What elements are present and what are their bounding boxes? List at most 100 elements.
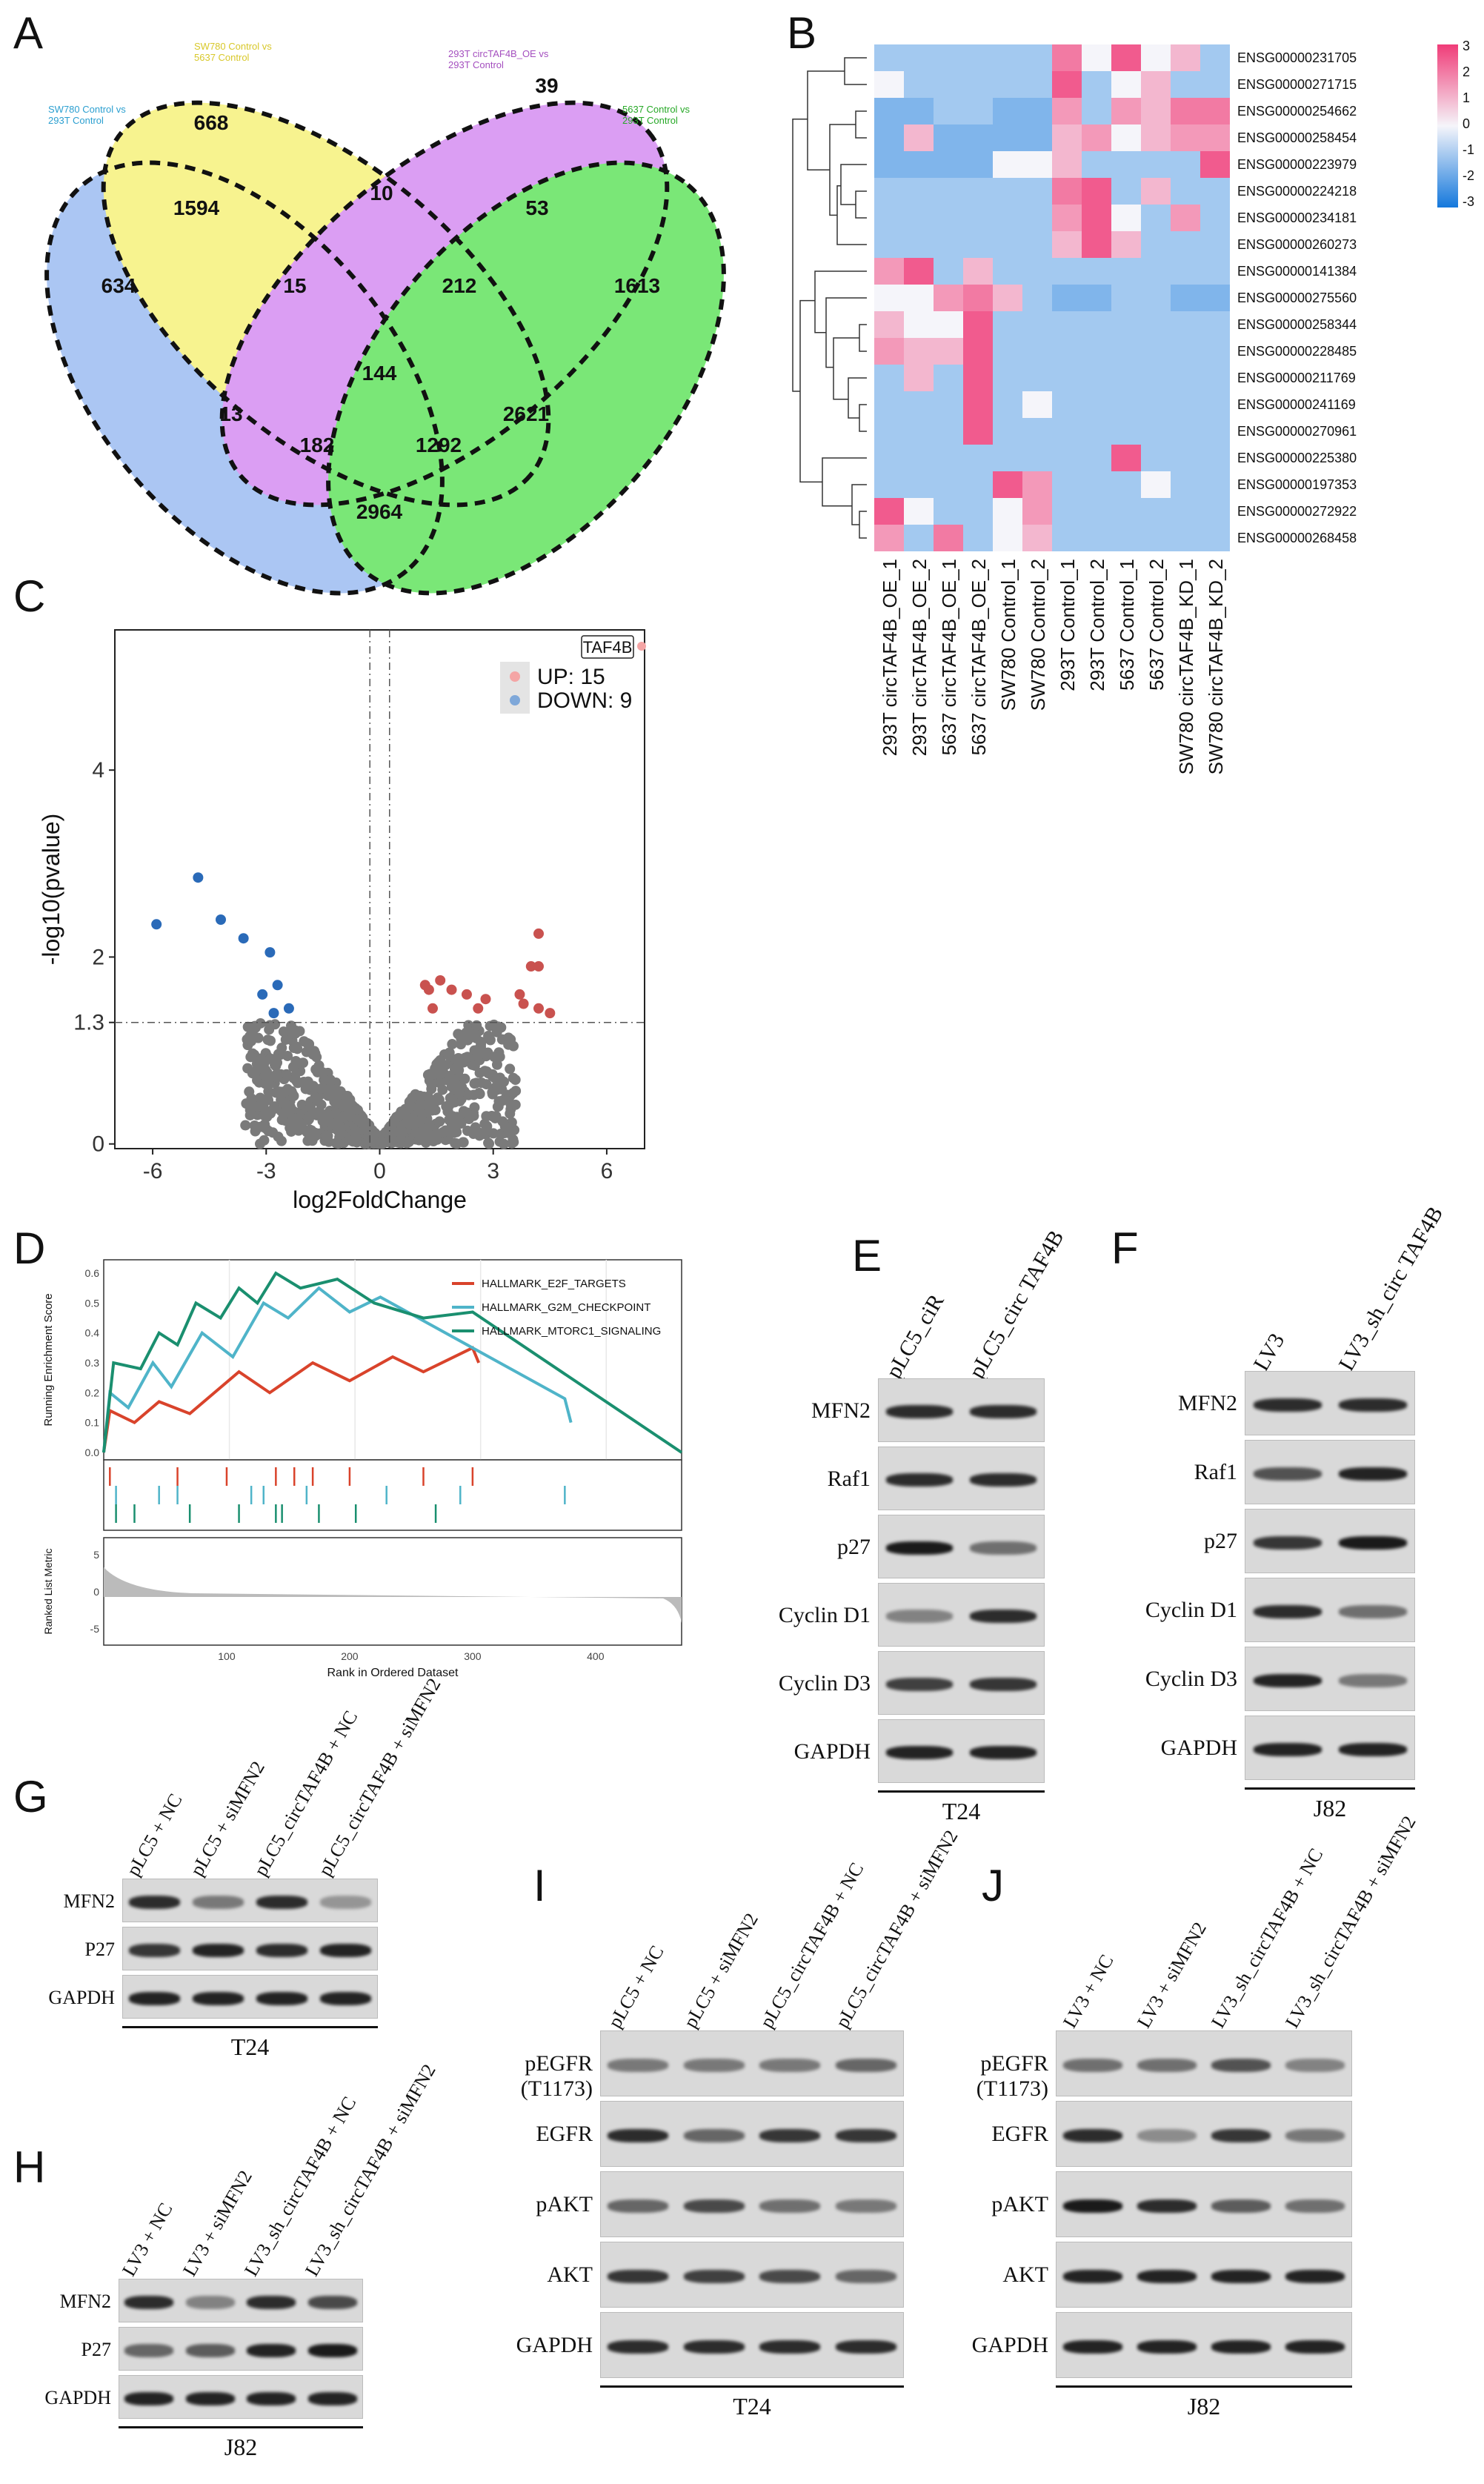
heatmap-gene-label: ENSG00000224218 — [1237, 184, 1357, 199]
underline — [119, 2426, 363, 2428]
band — [1137, 2269, 1197, 2283]
x-tick-label: -3 — [256, 1159, 276, 1183]
grey-point — [424, 1120, 435, 1132]
band — [1211, 2269, 1271, 2283]
heatmap-cell — [963, 151, 993, 178]
gsea-legend-text: HALLMARK_E2F_TARGETS — [482, 1278, 626, 1290]
heatmap-cell — [993, 285, 1022, 311]
heatmap-gene-label: ENSG00000258344 — [1237, 317, 1357, 332]
heatmap-cell — [1022, 445, 1052, 471]
dendrogram-branch — [851, 484, 867, 525]
band — [247, 2343, 296, 2357]
grey-point — [468, 1089, 479, 1100]
heatmap-cell — [1082, 285, 1111, 311]
grey-point — [498, 1138, 509, 1149]
heatmap-cell — [1171, 285, 1200, 311]
heatmap-cell — [1141, 311, 1171, 338]
heatmap-cell — [874, 391, 904, 418]
protein-label: AKT — [1002, 2262, 1048, 2287]
heatmap-cell — [1171, 205, 1200, 231]
dendrogram-branch — [829, 124, 856, 216]
x-tick-label: 3 — [487, 1159, 499, 1183]
grey-point — [242, 1021, 253, 1032]
heatmap-cell — [993, 44, 1022, 71]
dendrogram-branch — [855, 110, 867, 139]
band — [683, 2199, 745, 2213]
heatmap-cell — [904, 525, 934, 551]
heatmap-cell — [904, 471, 934, 498]
heatmap-cell — [1200, 151, 1230, 178]
band — [256, 1943, 308, 1957]
panel-label-j: J — [982, 1861, 1004, 1910]
grey-point — [326, 1083, 337, 1095]
band — [608, 2269, 669, 2283]
heatmap-cell — [1200, 71, 1230, 98]
band — [835, 2058, 896, 2072]
heatmap-cell — [1171, 151, 1200, 178]
heatmap-cell — [1141, 205, 1171, 231]
dendrogram-branch — [825, 297, 867, 368]
band — [1063, 2128, 1122, 2142]
grey-point — [491, 1059, 502, 1070]
protein-label: Cyclin D3 — [1145, 1667, 1237, 1691]
band — [247, 2391, 296, 2405]
grey-point — [478, 1129, 489, 1140]
metric-frame — [103, 1537, 682, 1646]
heatmap-cell — [904, 205, 934, 231]
venn-diagram: 634 668 39 1613 1594 10 53 15 212 144 13… — [44, 74, 726, 596]
x-tick-label: 0 — [373, 1159, 386, 1183]
heatmap-gene-label: ENSG00000254662 — [1237, 104, 1357, 119]
heatmap-cell — [963, 391, 993, 418]
heatmap-cell — [993, 498, 1022, 525]
heatmap-cell — [904, 445, 934, 471]
grey-point — [272, 1071, 283, 1082]
heatmap-cell — [1111, 151, 1141, 178]
heatmap-cell — [1052, 391, 1082, 418]
heatmap-gene-label: ENSG00000272922 — [1237, 504, 1357, 519]
heatmap-cell — [874, 71, 904, 98]
heatmap-cell — [874, 231, 904, 258]
heatmap-scale-tick: 2 — [1463, 64, 1470, 79]
heatmap-cell — [1052, 205, 1082, 231]
heatmap-cell — [993, 311, 1022, 338]
up-point — [518, 998, 529, 1009]
heatmap-cell — [963, 311, 993, 338]
band — [1137, 2128, 1197, 2142]
heatmap-gene-label: ENSG00000141384 — [1237, 264, 1357, 279]
heatmap-cell — [1022, 471, 1052, 498]
grey-point — [263, 1095, 274, 1106]
heatmap-cell — [874, 525, 904, 551]
grey-point — [299, 1036, 310, 1047]
band — [1253, 1673, 1322, 1687]
heatmap-cell — [993, 124, 1022, 151]
heatmap-cell — [963, 471, 993, 498]
heatmap-cell — [1052, 338, 1082, 365]
heatmap-cell — [1082, 258, 1111, 285]
heatmap-cell — [993, 525, 1022, 551]
up-point — [533, 961, 544, 972]
band — [1253, 1398, 1322, 1412]
heatmap-cell — [1111, 365, 1141, 391]
heatmap-cell — [1141, 525, 1171, 551]
heatmap-cell — [1200, 471, 1230, 498]
heatmap-sample-label: 293T Control_1 — [1057, 559, 1079, 691]
heatmap-cell — [934, 231, 963, 258]
venn-count: 144 — [362, 362, 397, 385]
heatmap-cell — [1141, 471, 1171, 498]
volcano-frame — [114, 629, 645, 1149]
grey-point — [482, 1068, 493, 1079]
grey-point — [278, 1026, 289, 1037]
grey-point — [481, 1111, 492, 1122]
band — [759, 2128, 821, 2142]
protein-label: MFN2 — [59, 2290, 111, 2312]
band — [124, 2295, 174, 2309]
heatmap-cell — [1200, 258, 1230, 285]
cell-line-label: J82 — [1313, 1795, 1347, 1822]
heatmap-cell — [1171, 338, 1200, 365]
heatmap-cell — [963, 44, 993, 71]
grey-point — [494, 1052, 505, 1063]
grey-point — [505, 1063, 516, 1075]
band — [307, 2391, 357, 2405]
es-axis-label: Running Enrichment Score — [42, 1293, 55, 1426]
grey-point — [490, 1112, 501, 1123]
